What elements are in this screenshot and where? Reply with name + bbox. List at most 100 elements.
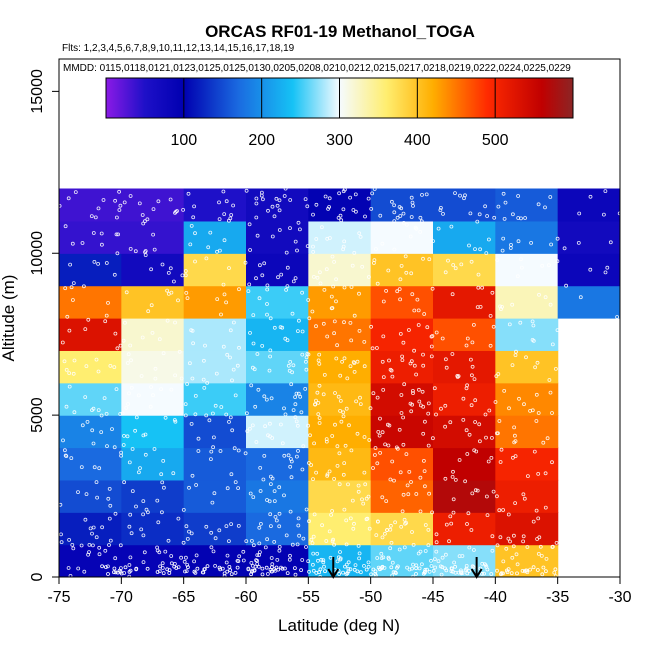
sample-point: [112, 566, 117, 571]
sample-point: [399, 206, 404, 211]
sample-point: [260, 566, 265, 571]
sample-point: [489, 435, 494, 440]
sample-point: [350, 263, 355, 268]
sample-point: [502, 216, 507, 221]
sample-point: [72, 358, 77, 363]
sample-point: [394, 445, 399, 450]
sample-point: [348, 195, 353, 200]
sample-point: [531, 323, 536, 328]
sample-point: [265, 537, 270, 542]
sample-point: [369, 324, 374, 329]
sample-point: [416, 387, 421, 392]
sample-point: [64, 404, 69, 409]
sample-point: [578, 295, 583, 300]
sample-point: [286, 363, 291, 368]
sample-point: [308, 433, 312, 438]
sample-point: [506, 536, 511, 541]
sample-point: [467, 432, 472, 437]
sample-point: [416, 308, 421, 313]
sample-point: [299, 568, 304, 572]
sample-point: [423, 523, 428, 527]
sample-point: [375, 395, 380, 400]
sample-point: [510, 555, 515, 560]
sample-point: [518, 320, 523, 325]
sample-point: [414, 372, 419, 377]
heatmap-cell: [308, 512, 372, 546]
sample-point: [427, 257, 432, 262]
sample-point: [252, 568, 257, 573]
heatmap-cell: [246, 318, 309, 351]
sample-point: [296, 523, 301, 528]
sample-point: [282, 453, 287, 458]
sample-point: [357, 556, 362, 561]
sample-point: [295, 423, 300, 428]
sample-point: [210, 500, 215, 505]
sample-point: [343, 564, 347, 569]
sample-point: [412, 308, 417, 313]
sample-point: [306, 298, 311, 302]
sample-point: [341, 570, 345, 575]
sample-point: [419, 219, 424, 224]
sample-point: [193, 571, 198, 575]
sample-point: [419, 562, 424, 567]
sample-point: [324, 437, 329, 442]
sample-point: [430, 436, 435, 441]
sample-point: [409, 195, 414, 200]
sample-point: [431, 569, 436, 573]
sample-point: [246, 289, 251, 294]
sample-point: [173, 209, 178, 214]
sample-point: [122, 200, 127, 205]
sample-point: [66, 196, 71, 201]
sample-point: [230, 378, 234, 383]
sample-point: [433, 565, 438, 570]
sample-point: [483, 412, 488, 417]
sample-point: [280, 325, 285, 330]
sample-point: [432, 386, 437, 391]
sample-point: [293, 276, 298, 281]
sample-point: [443, 424, 448, 429]
sample-point: [472, 377, 477, 382]
sample-point: [323, 569, 327, 574]
sample-point: [352, 250, 357, 255]
sample-point: [236, 448, 241, 453]
sample-point: [521, 492, 526, 497]
sample-point: [517, 396, 521, 401]
sample-point: [149, 303, 154, 308]
sample-point: [485, 214, 490, 218]
sample-point: [476, 285, 481, 290]
sample-point: [116, 232, 120, 237]
sample-point: [392, 478, 396, 483]
sample-point: [169, 387, 174, 392]
sample-point: [404, 270, 409, 275]
sample-point: [67, 538, 71, 542]
sample-point: [329, 513, 334, 517]
heatmap-cell: [121, 382, 185, 416]
sample-point: [316, 412, 321, 417]
sample-point: [402, 517, 407, 522]
sample-point: [262, 453, 267, 458]
sample-point: [380, 359, 385, 364]
sample-point: [494, 494, 499, 499]
sample-point: [352, 521, 356, 526]
heatmap-cell: [246, 220, 309, 254]
sample-point: [289, 475, 294, 480]
sample-point: [194, 553, 199, 558]
sample-point: [222, 292, 227, 297]
sample-point: [172, 418, 177, 422]
sample-point: [319, 225, 324, 230]
sample-point: [369, 572, 374, 577]
sample-point: [386, 443, 391, 448]
sample-point: [381, 334, 386, 339]
sample-point: [280, 566, 285, 571]
sample-point: [123, 320, 127, 325]
sample-point: [444, 522, 449, 527]
sample-point: [409, 359, 414, 364]
heatmap-cell: [183, 382, 247, 416]
sample-point: [145, 566, 150, 571]
sample-point: [367, 438, 372, 442]
sample-point: [249, 383, 254, 388]
sample-point: [317, 421, 322, 425]
sample-point: [373, 247, 378, 251]
sample-point: [548, 302, 553, 307]
sample-point: [91, 441, 96, 446]
